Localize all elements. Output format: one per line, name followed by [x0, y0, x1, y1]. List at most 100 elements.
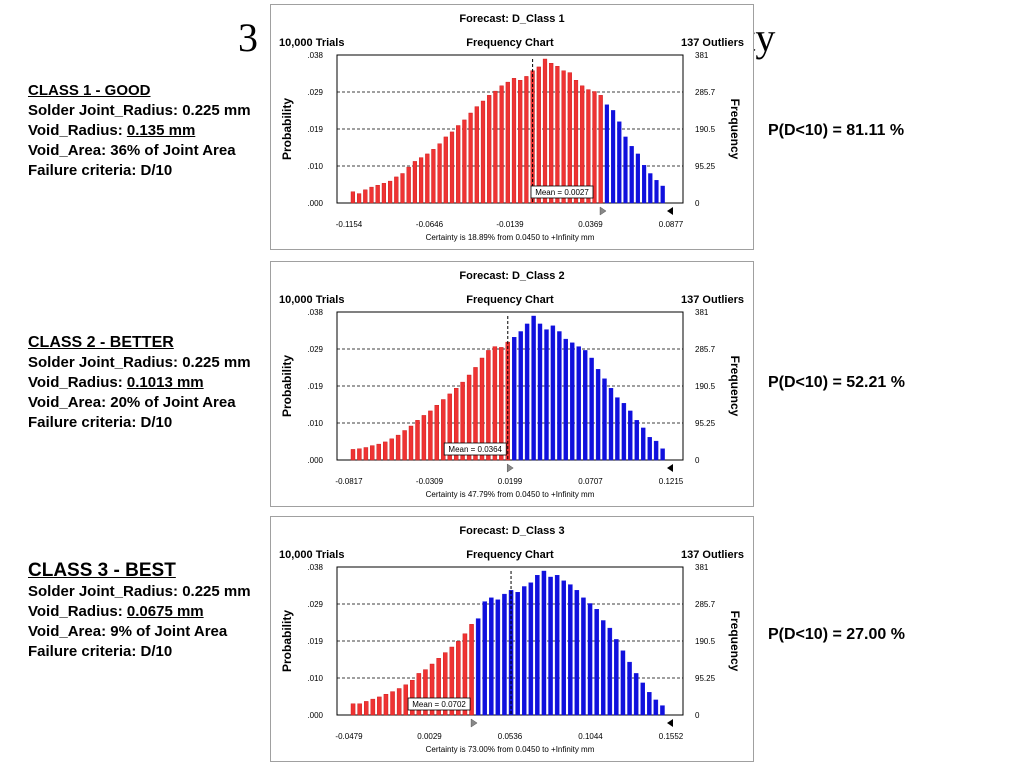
histogram-bar — [648, 173, 653, 204]
class-2-probability: P(D<10) = 52.21 % — [768, 374, 905, 391]
histogram-bar — [557, 331, 562, 461]
trials-label: 10,000 Trials — [279, 294, 344, 306]
histogram-bar — [583, 350, 588, 461]
y2-tick-label: 95.25 — [695, 674, 716, 683]
histogram-bar — [628, 410, 633, 461]
histogram-bar — [561, 580, 567, 716]
histogram-bar — [474, 106, 479, 204]
histogram-bar — [443, 136, 448, 204]
x-tick-label: -0.0817 — [335, 477, 363, 486]
histogram-bar — [518, 331, 523, 461]
y-tick-label: .000 — [307, 456, 323, 465]
histogram-bar — [580, 85, 585, 204]
histogram-bar — [548, 576, 553, 716]
outliers-label: 137 Outliers — [681, 549, 744, 561]
histogram-bar — [363, 701, 369, 716]
class-2-joint-radius: Solder Joint_Radius: 0.225 mm — [28, 354, 251, 371]
histogram-bar — [489, 597, 494, 716]
certainty-label: Certainty is 47.79% from 0.0450 to +Infi… — [426, 490, 595, 499]
x-tick-label: 0.1044 — [578, 732, 603, 741]
class-2-void-radius: Void_Radius: 0.1013 mm — [28, 374, 204, 391]
histogram-bar — [536, 66, 541, 204]
class-2-heading: CLASS 2 - BETTER — [28, 334, 174, 351]
histogram-bar — [475, 618, 481, 716]
x-tick-label: 0.0199 — [498, 477, 523, 486]
class-2-failure-criteria: Failure criteria: D/10 — [28, 414, 173, 431]
histogram-bar — [544, 329, 549, 461]
histogram-bar — [641, 427, 646, 461]
histogram-bar — [502, 593, 507, 716]
class-2-description: CLASS 2 - BETTER Solder Joint_Radius: 0.… — [28, 333, 273, 433]
histogram-bar — [617, 121, 622, 204]
y2-tick-label: 190.5 — [695, 637, 716, 646]
class-3-void-area: Void_Area: 9% of Joint Area — [28, 623, 228, 640]
histogram-bar — [660, 705, 665, 716]
histogram-bar — [418, 157, 424, 204]
histogram-bar — [425, 153, 430, 204]
histogram-bar — [581, 597, 586, 716]
x-tick-label: 0.0029 — [417, 732, 442, 741]
histogram-bar — [486, 350, 491, 461]
x-tick-label: -0.1154 — [336, 220, 363, 229]
histogram-bar — [473, 367, 478, 461]
histogram-bar — [423, 669, 428, 716]
y2-tick-label: 381 — [695, 563, 709, 572]
histogram-bar — [462, 633, 468, 716]
y2-tick-label: 381 — [695, 308, 709, 317]
histogram-bar — [653, 440, 659, 461]
histogram-bar — [595, 369, 601, 461]
upper-bound-marker — [667, 464, 673, 472]
histogram-bar — [442, 652, 448, 716]
histogram-bar — [602, 378, 607, 461]
histogram-bar — [403, 684, 408, 716]
mean-label-box — [530, 185, 594, 199]
histogram-bar — [449, 646, 455, 716]
class-3-heading: CLASS 3 - BEST — [28, 560, 176, 581]
histogram-bar — [505, 81, 510, 204]
upper-bound-marker — [667, 719, 673, 727]
histogram-bar — [370, 698, 376, 716]
histogram-bar — [487, 95, 492, 204]
histogram-bar — [647, 437, 652, 461]
y-tick-label: .029 — [307, 600, 323, 609]
histogram-bar — [511, 78, 517, 204]
histogram-bar — [382, 441, 388, 461]
histogram-bar — [604, 104, 609, 204]
y2-axis-title: Frequency — [728, 611, 742, 672]
histogram-bar — [416, 673, 422, 716]
frequency-chart-label: Frequency Chart — [466, 37, 554, 49]
histogram-bar — [357, 703, 362, 716]
histogram-bar — [410, 679, 415, 716]
mean-label-box — [443, 442, 507, 456]
histogram-bar — [466, 374, 472, 461]
histogram-bar — [456, 125, 461, 204]
histogram-bar — [370, 445, 375, 461]
histogram-bar — [574, 590, 580, 716]
histogram-bar — [634, 420, 639, 461]
histogram-bar — [357, 448, 362, 461]
histogram-bar — [421, 415, 427, 461]
histogram-bar — [550, 325, 556, 461]
class-1-heading: CLASS 1 - GOOD — [28, 82, 151, 99]
chart-svg-2: Forecast: D_Class 2 10,000 Trials Frequenc… — [279, 270, 744, 499]
x-tick-label: -0.0139 — [496, 220, 524, 229]
histogram-bar — [611, 110, 616, 204]
histogram-bar — [469, 624, 474, 716]
histogram-bar — [627, 661, 632, 716]
histogram-bar — [456, 641, 461, 716]
y2-tick-label: 95.25 — [695, 419, 716, 428]
y-tick-label: .019 — [307, 637, 323, 646]
histogram-bar — [549, 63, 554, 204]
histogram-bar — [654, 180, 659, 204]
histogram-bar — [531, 315, 536, 461]
class-1-description: CLASS 1 - GOOD Solder Joint_Radius: 0.22… — [28, 81, 273, 181]
mean-label: Mean = 0.0364 — [448, 445, 502, 454]
histogram-bar — [376, 443, 382, 461]
histogram-bar — [620, 650, 626, 716]
histogram-bar — [570, 342, 575, 461]
histogram-bar — [621, 403, 627, 461]
histogram-bar — [363, 189, 368, 204]
histogram-bar — [428, 410, 433, 461]
y2-tick-label: 190.5 — [695, 382, 716, 391]
chart-title: Forecast: D_Class 3 — [459, 525, 564, 537]
